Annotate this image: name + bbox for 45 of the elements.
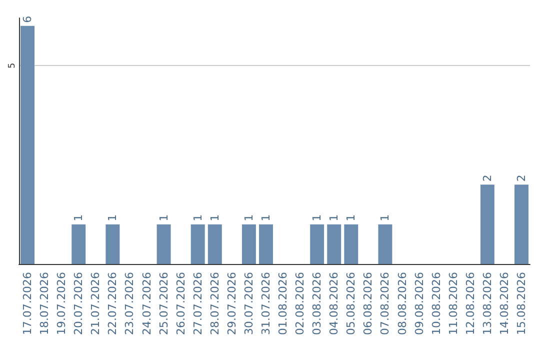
data-label: 1 — [378, 214, 392, 222]
x-tick-label: 25.07.2026 — [157, 272, 170, 336]
x-tick-label: 02.08.2026 — [294, 272, 307, 336]
data-label: 1 — [328, 214, 341, 222]
x-tick-label: 07.08.2026 — [378, 272, 392, 336]
data-label: 1 — [242, 214, 256, 222]
data-label: 1 — [106, 214, 120, 222]
data-label: 2 — [480, 174, 494, 182]
x-tick-label: 31.07.2026 — [259, 272, 272, 336]
data-label: 2 — [514, 174, 528, 182]
x-tick-label: 29.07.2026 — [225, 272, 238, 336]
x-tick-label: 11.08.2026 — [446, 272, 460, 336]
x-tick-label: 23.07.2026 — [123, 272, 136, 336]
x-tick-label: 15.08.2026 — [514, 272, 528, 336]
x-tick-label: 24.07.2026 — [140, 272, 154, 336]
x-tick-label: 04.08.2026 — [328, 272, 341, 336]
data-label: 1 — [157, 214, 170, 222]
x-tick-label: 09.08.2026 — [412, 272, 426, 336]
x-tick-label: 28.07.2026 — [208, 272, 222, 336]
x-tick-label: 13.08.2026 — [480, 272, 494, 336]
data-label: 1 — [191, 214, 204, 222]
data-label: 1 — [208, 214, 222, 222]
x-tick-label: 19.07.2026 — [55, 272, 68, 336]
data-label: 1 — [259, 214, 272, 222]
x-tick-label: 14.08.2026 — [498, 272, 511, 336]
x-tick-label: 03.08.2026 — [310, 272, 324, 336]
data-label: 1 — [72, 214, 86, 222]
data-label: 6 — [21, 16, 34, 23]
x-tick-label: 22.07.2026 — [106, 272, 120, 336]
x-tick-label: 06.08.2026 — [362, 272, 375, 336]
x-tick-label: 27.07.2026 — [191, 272, 204, 336]
x-tick-label: 10.08.2026 — [430, 272, 443, 336]
x-tick-label: 26.07.2026 — [174, 272, 188, 336]
data-label: 1 — [344, 214, 358, 222]
x-tick-label: 20.07.2026 — [72, 272, 86, 336]
data-label: 1 — [310, 214, 324, 222]
x-tick-label: 21.07.2026 — [89, 272, 102, 336]
x-tick-label: 05.08.2026 — [344, 272, 358, 336]
x-tick-label: 30.07.2026 — [242, 272, 256, 336]
x-tick-label: 01.08.2026 — [276, 272, 290, 336]
x-tick-label: 17.07.2026 — [21, 272, 34, 336]
x-tick-label: 12.08.2026 — [464, 272, 477, 336]
x-tick-label: 18.07.2026 — [38, 272, 52, 336]
y-tick-label: 5 — [8, 62, 18, 68]
x-tick-label: 08.08.2026 — [396, 272, 409, 336]
